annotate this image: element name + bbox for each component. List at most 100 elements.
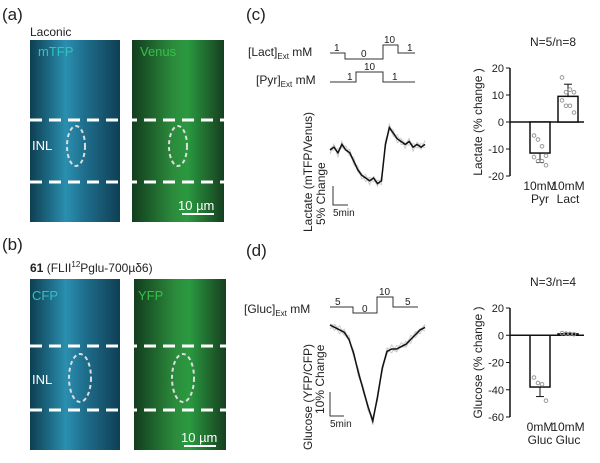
data-point [535,137,541,142]
data-point [559,75,565,80]
panel-b-title: 61 (FLII12Pglu-700µδ6) [30,260,153,275]
data-point [539,382,545,387]
y-tick-label: 0 [498,117,504,129]
data-point [539,158,545,164]
data-point [571,331,577,337]
y-tick-label: 20 [492,303,504,315]
step-value: 0 [362,304,368,315]
category-label: Pyr [531,192,549,206]
scale-label-a: 10 µm [178,198,214,213]
step-value: 0 [361,49,367,60]
step-value: 5 [335,297,341,308]
scale-y-label-c: 5% Change [314,162,328,225]
panel-a-label: (a) [2,5,23,24]
inl-boundaries-b [30,344,226,412]
data-point [531,375,537,380]
glucose-trace [329,323,426,425]
pyr-protocol-label: [Pyr]Ext mM [256,73,316,89]
lact-protocol-label: [Lact]Ext mM [248,45,312,61]
y-axis-label: Lactate (% change ) [471,68,485,175]
lact-protocol-steps [330,44,415,60]
data-point [539,144,545,149]
inl-label-a: INL [32,138,52,153]
cell-outline [171,353,195,403]
bar [557,95,579,123]
data-point [531,133,537,138]
category-label: Gluc [556,433,581,447]
glucose-trace-ylabel: Glucose (YFP/CFP) [301,344,315,450]
yfp-label: YFP [138,288,163,303]
y-tick-label: -40 [488,385,504,397]
scale-bar-c [332,186,348,206]
glucose-bar-chart: N=3/n=4 -60 -40 -20 0 20 Glucose (% change ) 0m… [471,275,585,447]
pyr-protocol-steps [330,71,415,83]
lactate-bar-chart: N=5/n=8 -20 -10 0 10 20 Lactate (% change ) 10m… [471,35,585,206]
category-label: 0mM [527,420,554,434]
venus-label: Venus [140,44,177,59]
data-point [567,103,573,109]
step-value: 10 [364,62,376,73]
data-point [563,90,569,95]
step-value: 1 [392,72,398,83]
cfp-label: CFP [32,288,58,303]
y-tick-label: -10 [488,144,504,156]
data-point [531,154,537,160]
data-point [567,87,573,92]
step-value: 1 [407,43,413,54]
inl-boundaries-a [30,118,224,184]
scale-y-label-d: 10% Change [313,344,327,414]
yfp-image [134,279,226,450]
mtfp-label: mTFP [38,44,73,59]
data-point [543,162,549,168]
scale-label-b: 10 µm [181,430,217,445]
cell-outline [168,125,188,167]
bar-chart-title: N=3/n=4 [530,275,576,289]
lactate-trace [329,123,426,188]
y-tick-label: 10 [492,90,504,102]
gluc-protocol-steps [330,296,418,314]
data-point [543,398,549,403]
category-label: 10mM [523,179,556,193]
y-tick-label: 20 [492,63,504,75]
replicate-trace [329,127,426,188]
category-label: 10mM [551,420,584,434]
step-value: 10 [379,287,391,298]
mtfp-image [30,40,120,222]
cell-outline [66,125,86,167]
data-point [571,110,577,115]
step-value: 1 [334,43,340,54]
replicate-trace [329,127,426,186]
cfp-image [30,279,120,450]
panel-d-label: (d) [246,241,267,260]
data-point [535,380,541,386]
y-tick-label: -60 [488,412,504,424]
gluc-protocol-label: [Gluc]Ext mM [244,302,310,318]
inl-label-b: INL [32,372,52,387]
bar-chart-title: N=5/n=8 [530,35,576,49]
category-label: Lact [557,192,580,206]
category-label: Gluc [528,433,553,447]
mean-trace [329,324,426,424]
data-point [559,98,565,103]
panel-a-title: Laconic [30,25,71,39]
scale-x-label-d: 5min [330,419,352,430]
replicate-trace [329,123,426,183]
data-point [543,153,549,159]
panel-b-label: (b) [2,235,23,254]
category-label: 10mM [551,179,584,193]
data-point [571,90,577,95]
step-value: 1 [347,72,353,83]
step-value: 5 [405,297,411,308]
mean-trace [329,125,426,185]
lactate-trace-ylabel: Lactate (mTFP/Venus) [301,112,315,232]
y-tick-label: -20 [488,171,504,183]
y-tick-label: 0 [498,330,504,342]
scale-x-label-c: 5min [333,208,355,219]
cell-outline [68,353,92,403]
venus-image [132,40,224,222]
scale-bar-d [329,392,344,417]
replicate-trace [329,323,426,419]
y-tick-label: -20 [488,358,504,370]
step-value: 10 [384,35,396,46]
